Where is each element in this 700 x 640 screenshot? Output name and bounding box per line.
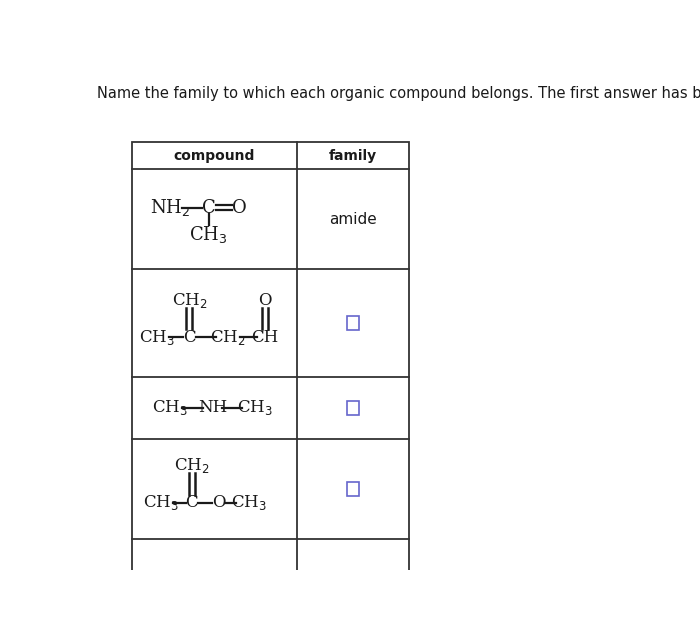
Text: CH$_3$: CH$_3$ bbox=[231, 493, 267, 512]
Text: C: C bbox=[183, 328, 196, 346]
Text: CH$_2$: CH$_2$ bbox=[174, 456, 209, 475]
Text: compound: compound bbox=[174, 148, 255, 163]
Bar bbox=[346, 401, 359, 415]
Text: CH$_3$: CH$_3$ bbox=[189, 224, 228, 245]
Text: CH$_2$: CH$_2$ bbox=[172, 291, 207, 310]
Text: C: C bbox=[202, 198, 216, 217]
Text: CH: CH bbox=[251, 328, 279, 346]
Text: amide: amide bbox=[329, 212, 377, 227]
Text: O: O bbox=[212, 494, 225, 511]
Text: O: O bbox=[232, 198, 247, 217]
Text: NH: NH bbox=[198, 399, 227, 417]
Bar bbox=[346, 482, 359, 495]
Text: Name the family to which each organic compound belongs. The first answer has bee: Name the family to which each organic co… bbox=[97, 86, 700, 101]
Text: CH$_2$: CH$_2$ bbox=[210, 328, 246, 346]
Text: CH$_3$: CH$_3$ bbox=[139, 328, 175, 346]
Text: NH$_2$: NH$_2$ bbox=[150, 197, 190, 218]
Text: family: family bbox=[329, 148, 377, 163]
Bar bbox=[346, 316, 359, 330]
Text: CH$_3$: CH$_3$ bbox=[143, 493, 178, 512]
Text: CH$_3$: CH$_3$ bbox=[237, 398, 273, 417]
Bar bbox=[132, 142, 409, 577]
Text: O: O bbox=[258, 292, 272, 308]
Text: CH$_3$: CH$_3$ bbox=[152, 398, 188, 417]
Text: C: C bbox=[186, 494, 198, 511]
